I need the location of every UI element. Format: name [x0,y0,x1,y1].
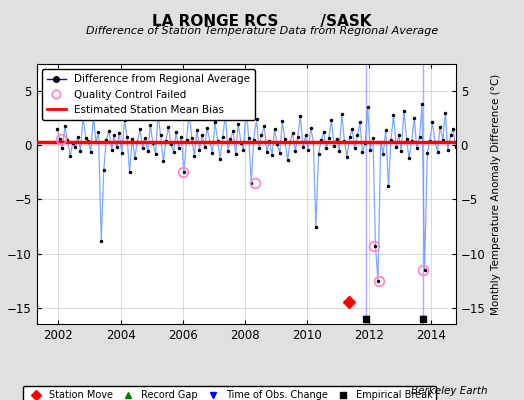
Y-axis label: Monthly Temperature Anomaly Difference (°C): Monthly Temperature Anomaly Difference (… [491,73,501,315]
Text: Difference of Station Temperature Data from Regional Average: Difference of Station Temperature Data f… [86,26,438,36]
Text: Berkeley Earth: Berkeley Earth [411,386,487,396]
Text: LA RONGE RCS        /SASK: LA RONGE RCS /SASK [152,14,372,29]
Legend: Station Move, Record Gap, Time of Obs. Change, Empirical Break: Station Move, Record Gap, Time of Obs. C… [23,386,436,400]
